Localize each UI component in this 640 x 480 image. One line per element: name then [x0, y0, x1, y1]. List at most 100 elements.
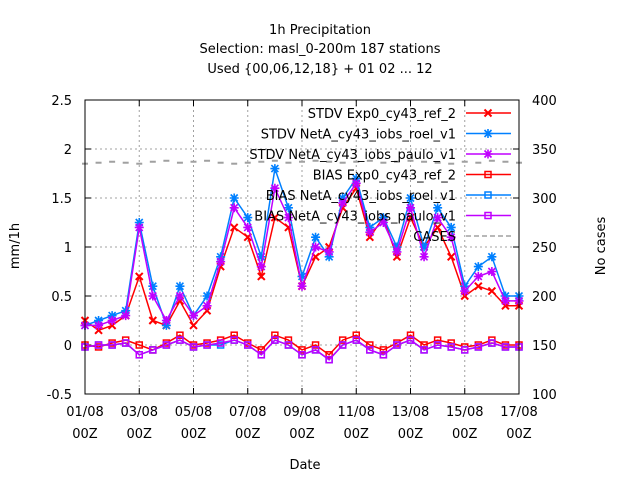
- legend-label: STDV Exp0_cy43_ref_2: [308, 107, 456, 122]
- data-point: [366, 346, 374, 354]
- data-point: [500, 291, 510, 301]
- data-point: [474, 343, 483, 351]
- data-point: [433, 336, 442, 344]
- data-point: [365, 227, 375, 237]
- data-point: [107, 316, 117, 325]
- data-point: [271, 331, 279, 339]
- data-point: [203, 341, 211, 349]
- x-tick-label: 07/08: [229, 405, 266, 420]
- data-point: [94, 341, 103, 349]
- data-point: [257, 346, 266, 354]
- data-point: [161, 316, 171, 325]
- data-point: [378, 213, 388, 223]
- data-point: [324, 252, 334, 262]
- data-point: [324, 247, 334, 257]
- x-tick-label: 00Z: [181, 427, 207, 442]
- chart-title-line-1: 1h Precipitation: [269, 23, 371, 38]
- data-point: [483, 149, 493, 159]
- data-point: [311, 232, 321, 242]
- series-line: [84, 339, 519, 361]
- x-tick-label: 00Z: [398, 427, 424, 442]
- data-point: [121, 339, 130, 347]
- legend-label: BIAS NetA_cy43_iobs_paulo_v1: [254, 210, 456, 225]
- data-point: [338, 336, 347, 344]
- data-point: [107, 311, 117, 321]
- data-point: [284, 341, 293, 349]
- data-point: [94, 320, 104, 330]
- y-tick-label: 1: [64, 241, 72, 256]
- data-point: [149, 346, 157, 354]
- data-point: [446, 252, 456, 262]
- data-point: [283, 203, 293, 213]
- x-tick-label: 11/08: [338, 405, 375, 420]
- x-tick-label: 00Z: [235, 427, 261, 442]
- data-point: [135, 341, 143, 349]
- data-point: [484, 170, 492, 179]
- data-point: [487, 267, 497, 276]
- data-point: [365, 222, 375, 232]
- data-point: [420, 341, 428, 349]
- data-point: [500, 296, 510, 306]
- data-point: [148, 291, 158, 301]
- data-point: [134, 218, 144, 227]
- y2-axis-label: No cases: [594, 217, 609, 276]
- legend: STDV Exp0_cy43_ref_2 STDV NetA_cy43_iobs_…: [249, 107, 511, 245]
- data-point: [134, 222, 144, 232]
- axis-ticks: 01/08 00Z 03/08 00Z 05/08 00Z 07/08 00Z 09/08 00Z…: [47, 94, 557, 442]
- data-point: [352, 331, 360, 339]
- data-point: [311, 242, 321, 252]
- data-point: [484, 211, 492, 220]
- data-point: [175, 291, 185, 301]
- data-point: [433, 203, 443, 213]
- data-point: [230, 331, 238, 339]
- data-point: [202, 291, 212, 301]
- data-point: [338, 193, 348, 203]
- data-point: [501, 343, 510, 351]
- data-point: [379, 351, 388, 359]
- data-point: [419, 242, 429, 252]
- data-point: [393, 341, 401, 349]
- data-point: [311, 341, 320, 349]
- data-point: [325, 351, 333, 359]
- series-bias-neta-cy43-iobs-paulo-v1: [81, 336, 523, 364]
- data-point: [243, 222, 253, 232]
- y-tick-label: 0.5: [51, 290, 72, 305]
- data-point: [257, 351, 266, 359]
- data-point: [271, 336, 279, 344]
- data-point: [148, 281, 158, 291]
- data-point: [433, 213, 443, 223]
- data-point: [135, 272, 144, 281]
- data-point: [366, 341, 374, 349]
- x-tick-label: 00Z: [452, 427, 478, 442]
- chart-title-line-2: Selection: masl_0-200m 187 stations: [200, 42, 441, 57]
- y-axis-label: mm/1h: [8, 223, 23, 269]
- data-point: [270, 164, 280, 174]
- data-point: [283, 213, 293, 223]
- data-point: [189, 343, 198, 351]
- data-point: [406, 193, 415, 203]
- legend-label: BIAS NetA_cy43_iobs_roel_v1: [266, 189, 456, 204]
- data-point: [298, 351, 306, 359]
- legend-label: CASES: [413, 230, 456, 245]
- data-point: [229, 223, 239, 232]
- data-point: [406, 336, 415, 344]
- data-point: [230, 336, 238, 344]
- data-point: [379, 346, 388, 354]
- data-point: [297, 281, 307, 291]
- data-point: [419, 252, 429, 262]
- data-point: [162, 341, 171, 349]
- y-tick-label: 1.5: [51, 192, 72, 207]
- y2-tick-label: 400: [532, 94, 557, 109]
- x-tick-label: 00Z: [344, 427, 370, 442]
- data-point: [297, 271, 307, 281]
- data-point: [256, 252, 266, 262]
- x-tick-label: 09/08: [283, 405, 320, 420]
- y2-tick-label: 250: [532, 241, 557, 256]
- legend-label: STDV NetA_cy43_iobs_roel_v1: [261, 128, 456, 143]
- y-tick-label: 0: [64, 339, 72, 354]
- data-point: [284, 336, 293, 344]
- x-tick-label: 00Z: [289, 427, 315, 442]
- y2-tick-label: 150: [532, 339, 557, 354]
